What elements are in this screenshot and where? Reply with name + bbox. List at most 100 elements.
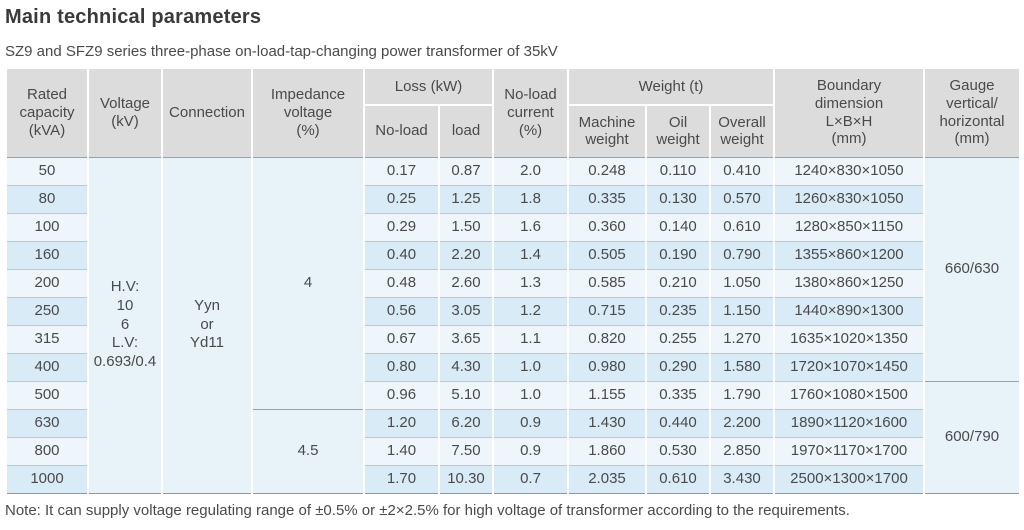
header-impedance-voltage: Impedance voltage (%) bbox=[251, 69, 365, 158]
cell-no-load-current: 1.0 bbox=[492, 380, 569, 409]
cell-capacity: 100 bbox=[5, 212, 89, 241]
cell-impedance-group-2: 4.5 bbox=[251, 408, 365, 493]
cell-loss-load: 3.65 bbox=[438, 324, 494, 353]
header-loss-no-load: No-load bbox=[363, 105, 440, 158]
cell-machine-weight: 0.980 bbox=[567, 352, 647, 381]
cell-overall-weight: 0.570 bbox=[709, 184, 775, 213]
cell-machine-weight: 0.715 bbox=[567, 296, 647, 325]
page-title: Main technical parameters bbox=[5, 6, 262, 28]
cell-loss-no-load: 1.70 bbox=[363, 464, 440, 493]
header-oil-weight: Oil weight bbox=[645, 105, 711, 158]
cell-capacity: 630 bbox=[5, 408, 89, 437]
cell-no-load-current: 0.9 bbox=[492, 436, 569, 465]
page: Main technical parameters SZ9 and SFZ9 s… bbox=[5, 6, 1021, 519]
cell-oil-weight: 0.530 bbox=[645, 436, 711, 465]
cell-machine-weight: 1.430 bbox=[567, 408, 647, 437]
cell-capacity: 200 bbox=[5, 268, 89, 297]
cell-loss-load: 4.30 bbox=[438, 352, 494, 381]
header-boundary-dimension: Boundary dimension L×B×H (mm) bbox=[773, 69, 925, 158]
cell-machine-weight: 0.335 bbox=[567, 184, 647, 213]
cell-overall-weight: 2.200 bbox=[709, 408, 775, 437]
cell-loss-load: 1.50 bbox=[438, 212, 494, 241]
cell-loss-load: 10.30 bbox=[438, 464, 494, 493]
cell-overall-weight: 1.150 bbox=[709, 296, 775, 325]
cell-capacity: 500 bbox=[5, 380, 89, 409]
cell-oil-weight: 0.235 bbox=[645, 296, 711, 325]
cell-loss-load: 1.25 bbox=[438, 184, 494, 213]
header-voltage: Voltage (kV) bbox=[87, 69, 163, 158]
cell-loss-no-load: 1.20 bbox=[363, 408, 440, 437]
parameters-table: Rated capacity (kVA) Voltage (kV) Connec… bbox=[5, 69, 1021, 494]
cell-no-load-current: 1.0 bbox=[492, 352, 569, 381]
cell-boundary: 1720×1070×1450 bbox=[773, 352, 925, 381]
cell-loss-no-load: 0.80 bbox=[363, 352, 440, 381]
cell-machine-weight: 2.035 bbox=[567, 464, 647, 493]
cell-machine-weight: 1.860 bbox=[567, 436, 647, 465]
cell-capacity: 50 bbox=[5, 156, 89, 185]
cell-voltage-merged: H.V: 10 6 L.V: 0.693/0.4 bbox=[87, 156, 163, 493]
table-row: 200 0.48 2.60 1.3 0.585 0.210 1.050 1380… bbox=[5, 268, 1020, 297]
cell-boundary: 1380×860×1250 bbox=[773, 268, 925, 297]
cell-machine-weight: 0.248 bbox=[567, 156, 647, 185]
cell-boundary: 1635×1020×1350 bbox=[773, 324, 925, 353]
cell-loss-no-load: 0.48 bbox=[363, 268, 440, 297]
cell-gauge-group-2: 600/790 bbox=[923, 380, 1021, 493]
cell-capacity: 250 bbox=[5, 296, 89, 325]
cell-loss-no-load: 0.25 bbox=[363, 184, 440, 213]
cell-no-load-current: 1.6 bbox=[492, 212, 569, 241]
cell-overall-weight: 0.410 bbox=[709, 156, 775, 185]
header-no-load-current: No-load current (%) bbox=[492, 69, 569, 158]
header-connection: Connection bbox=[161, 69, 253, 158]
cell-capacity: 315 bbox=[5, 324, 89, 353]
cell-impedance-group-1: 4 bbox=[251, 156, 365, 409]
cell-boundary: 1260×830×1050 bbox=[773, 184, 925, 213]
cell-overall-weight: 0.790 bbox=[709, 240, 775, 269]
cell-no-load-current: 1.8 bbox=[492, 184, 569, 213]
cell-overall-weight: 1.050 bbox=[709, 268, 775, 297]
header-sub-row: No-load load Machine weight Oil weight O… bbox=[6, 105, 1020, 158]
table-row: 50 H.V: 10 6 L.V: 0.693/0.4 Yyn or Yd11 … bbox=[5, 156, 1021, 493]
cell-machine-weight: 0.505 bbox=[567, 240, 647, 269]
cell-overall-weight: 2.850 bbox=[709, 436, 775, 465]
cell-loss-load: 6.20 bbox=[438, 408, 494, 437]
cell-no-load-current: 1.2 bbox=[492, 296, 569, 325]
cell-loss-no-load: 0.96 bbox=[363, 380, 440, 409]
cell-oil-weight: 0.210 bbox=[645, 268, 711, 297]
cell-capacity: 160 bbox=[5, 240, 89, 269]
cell-oil-weight: 0.610 bbox=[645, 464, 711, 493]
cell-machine-weight: 0.360 bbox=[567, 212, 647, 241]
cell-no-load-current: 0.7 bbox=[492, 464, 569, 493]
cell-loss-no-load: 0.56 bbox=[363, 296, 440, 325]
cell-overall-weight: 0.610 bbox=[709, 212, 775, 241]
cell-overall-weight: 1.790 bbox=[709, 380, 775, 409]
cell-loss-no-load: 1.40 bbox=[363, 436, 440, 465]
cell-loss-no-load: 0.29 bbox=[363, 212, 440, 241]
cell-gauge-group-1: 660/630 bbox=[923, 156, 1021, 381]
table-row: 630 4.5 1.20 6.20 0.9 1.430 0.440 2.200 … bbox=[5, 408, 1020, 493]
header-rated-capacity: Rated capacity (kVA) bbox=[5, 69, 89, 158]
table-row: 315 0.67 3.65 1.1 0.820 0.255 1.270 1635… bbox=[5, 324, 1020, 353]
cell-loss-no-load: 0.17 bbox=[363, 156, 440, 185]
cell-loss-load: 0.87 bbox=[438, 156, 494, 185]
cell-capacity: 400 bbox=[5, 352, 89, 381]
cell-capacity: 1000 bbox=[5, 464, 89, 493]
cell-oil-weight: 0.140 bbox=[645, 212, 711, 241]
cell-overall-weight: 3.430 bbox=[709, 464, 775, 493]
cell-no-load-current: 2.0 bbox=[492, 156, 569, 185]
cell-boundary: 1890×1120×1600 bbox=[773, 408, 925, 437]
cell-oil-weight: 0.130 bbox=[645, 184, 711, 213]
table-note: Note: It can supply voltage regulating r… bbox=[5, 501, 850, 519]
cell-capacity: 800 bbox=[5, 436, 89, 465]
cell-overall-weight: 1.580 bbox=[709, 352, 775, 381]
cell-oil-weight: 0.290 bbox=[645, 352, 711, 381]
cell-loss-load: 7.50 bbox=[438, 436, 494, 465]
cell-boundary: 1440×890×1300 bbox=[773, 296, 925, 325]
cell-oil-weight: 0.110 bbox=[645, 156, 711, 185]
cell-boundary: 1970×1170×1700 bbox=[773, 436, 925, 465]
header-weight-group: Weight (t) bbox=[567, 69, 775, 106]
cell-oil-weight: 0.190 bbox=[645, 240, 711, 269]
cell-boundary: 1355×860×1200 bbox=[773, 240, 925, 269]
table-row: 160 0.40 2.20 1.4 0.505 0.190 0.790 1355… bbox=[5, 240, 1020, 269]
cell-overall-weight: 1.270 bbox=[709, 324, 775, 353]
cell-boundary: 1280×850×1150 bbox=[773, 212, 925, 241]
